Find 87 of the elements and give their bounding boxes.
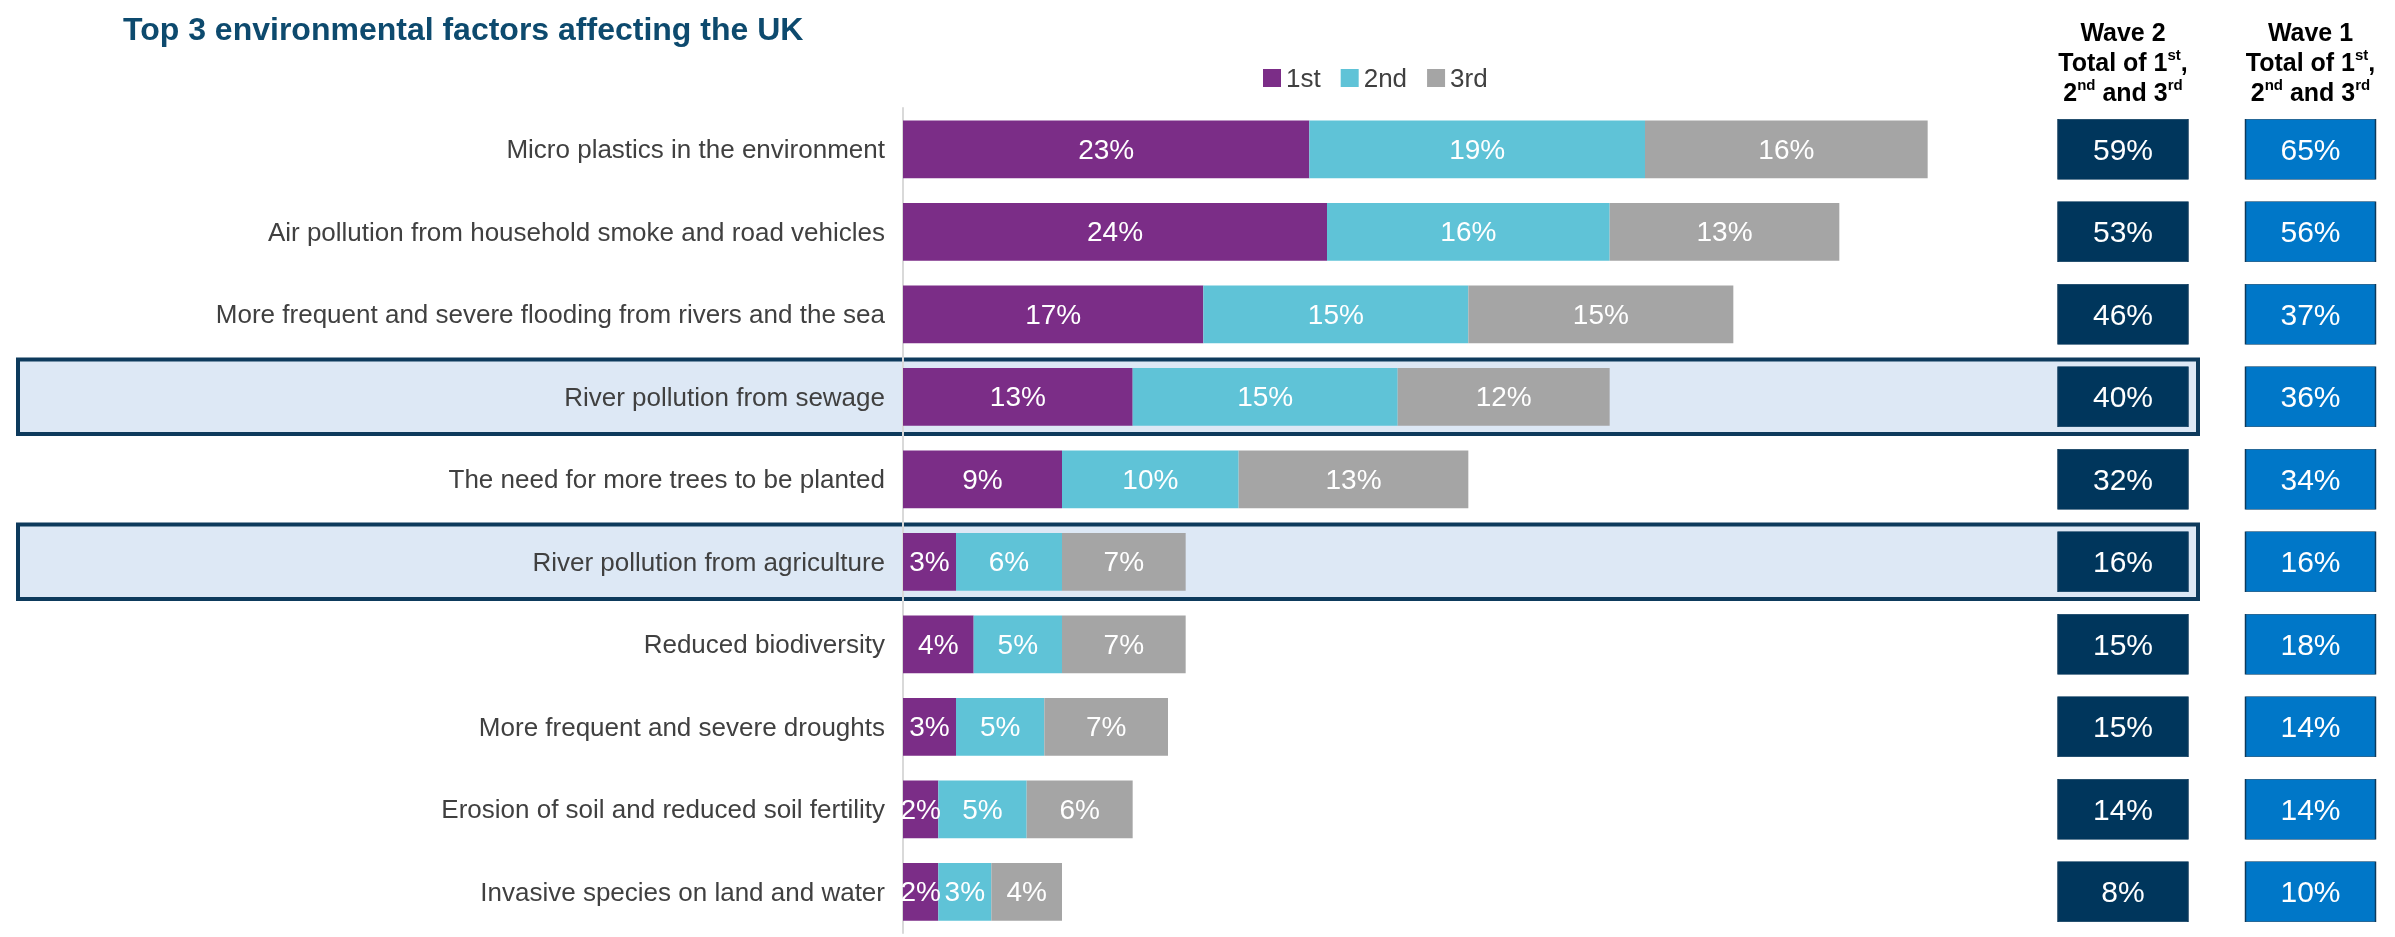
data-label: 6% xyxy=(1059,793,1100,825)
text: 14% xyxy=(2280,710,2341,744)
bar xyxy=(903,450,1062,509)
text: 59% xyxy=(2092,132,2154,166)
bar xyxy=(1309,120,1645,179)
text: 46% xyxy=(2092,297,2154,331)
y-tick-label: Erosion of soil and reduced soil fertility xyxy=(441,794,885,825)
data-label: 5% xyxy=(962,793,1003,825)
data-label: 9% xyxy=(962,463,1003,495)
text: 14% xyxy=(2280,792,2341,826)
y-tick-label: More frequent and severe droughts xyxy=(478,711,885,742)
y-tick-label: Micro plastics in the environment xyxy=(506,134,886,165)
data-label: 3% xyxy=(909,546,950,578)
bar xyxy=(1203,285,1469,344)
data-label: 24% xyxy=(1086,216,1144,248)
data-label: 7% xyxy=(1103,546,1145,578)
y-tick-label: Air pollution from household smoke and road vehicles xyxy=(267,216,885,247)
data-label: 23% xyxy=(1078,133,1135,165)
text: 16% xyxy=(2280,545,2341,579)
data-label: 15% xyxy=(1572,298,1629,330)
data-label: 12% xyxy=(1475,381,1532,413)
bar xyxy=(1238,450,1469,509)
legend-label: 1st xyxy=(1286,63,1322,93)
text: Top 3 environmental factors affecting the UK xyxy=(123,11,804,47)
y-tick-label: More frequent and severe flooding from rivers and the sea xyxy=(215,299,886,330)
text: 14% xyxy=(2092,792,2154,826)
bar xyxy=(991,862,1062,921)
text: 32% xyxy=(2092,462,2154,496)
data-label: 7% xyxy=(1103,628,1145,660)
text: 15% xyxy=(2092,710,2154,744)
bar xyxy=(1468,285,1734,344)
data-label: 4% xyxy=(1006,876,1047,908)
data-label: 13% xyxy=(1325,463,1382,495)
legend-label: 3rd xyxy=(1450,63,1488,93)
data-label: 3% xyxy=(909,711,950,743)
text: 65% xyxy=(2280,132,2341,166)
bar xyxy=(903,202,1327,261)
bar xyxy=(903,120,1310,179)
bar xyxy=(1645,120,1928,179)
bar xyxy=(1397,367,1610,426)
bar xyxy=(956,532,1062,591)
y-tick-label: River pollution from agriculture xyxy=(532,546,885,577)
text: 15% xyxy=(2092,627,2154,661)
data-label: 7% xyxy=(1085,711,1127,743)
data-label: 17% xyxy=(1025,298,1082,330)
bar xyxy=(1062,450,1239,509)
bar xyxy=(1062,615,1186,674)
data-label: 5% xyxy=(979,711,1021,743)
text: 56% xyxy=(2280,215,2341,249)
bar xyxy=(1026,780,1133,839)
y-tick-label: Invasive species on land and water xyxy=(480,876,886,907)
bar xyxy=(1132,367,1398,426)
legend-label: 2nd xyxy=(1363,63,1408,93)
text: 40% xyxy=(2092,380,2154,414)
text: 8% xyxy=(2101,875,2145,909)
bar xyxy=(1044,697,1168,756)
text: 34% xyxy=(2280,462,2341,496)
bar xyxy=(903,285,1204,344)
data-label: 19% xyxy=(1449,133,1506,165)
bar xyxy=(1609,202,1840,261)
bar xyxy=(1327,202,1610,261)
text: 10% xyxy=(2280,875,2341,909)
y-tick-label: Reduced biodiversity xyxy=(643,629,885,660)
bar xyxy=(1062,532,1186,591)
text: 36% xyxy=(2280,380,2341,414)
data-label: 5% xyxy=(997,628,1039,660)
data-label: 15% xyxy=(1307,298,1364,330)
text: 18% xyxy=(2280,627,2341,661)
text: 16% xyxy=(2092,545,2154,579)
data-label: 10% xyxy=(1122,463,1179,495)
data-label: 4% xyxy=(918,628,959,660)
data-label: 13% xyxy=(1696,216,1753,248)
bar xyxy=(973,615,1062,674)
data-label: 15% xyxy=(1237,381,1294,413)
y-tick-label: River pollution from sewage xyxy=(564,381,885,412)
data-label: 3% xyxy=(944,876,986,908)
bar xyxy=(903,367,1133,426)
y-tick-label: The need for more trees to be planted xyxy=(448,464,885,495)
text: 37% xyxy=(2280,297,2341,331)
bar xyxy=(938,780,1027,839)
text: 53% xyxy=(2092,215,2154,249)
bar xyxy=(956,697,1045,756)
data-label: 16% xyxy=(1440,216,1497,248)
bar xyxy=(903,615,974,674)
data-label: 13% xyxy=(989,381,1046,413)
data-label: 6% xyxy=(988,546,1030,578)
data-label: 16% xyxy=(1758,133,1815,165)
